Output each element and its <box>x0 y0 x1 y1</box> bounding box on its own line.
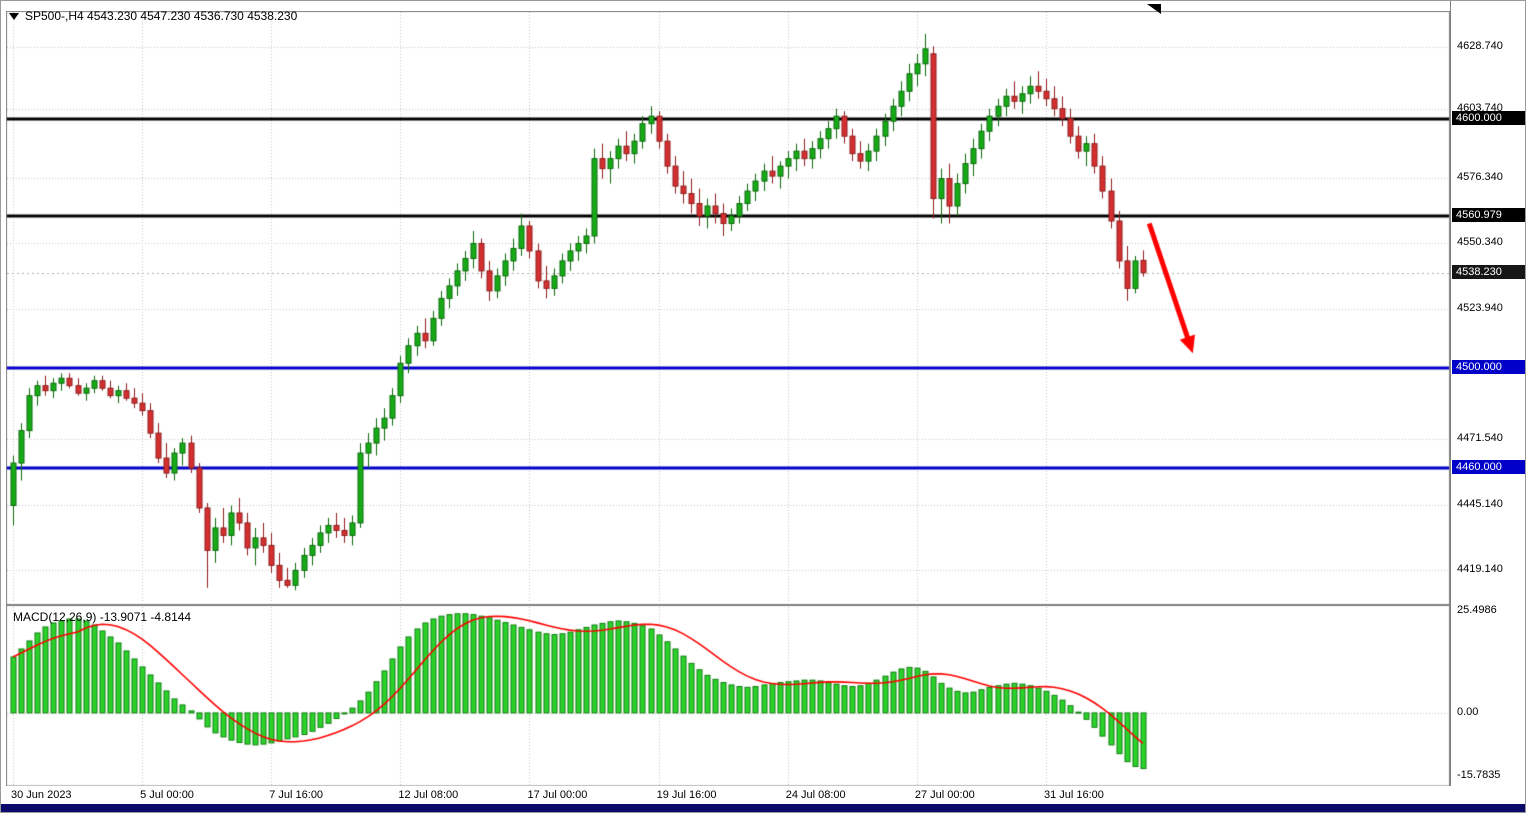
time-axis[interactable]: 30 Jun 2023 5 Jul 00:00 7 Jul 16:00 12 Jul … <box>6 789 1450 805</box>
macd-scale-label: -15.7835 <box>1457 769 1501 781</box>
price-axis[interactable]: 4628.740 4603.740 4576.340 4550.340 4523.940… <box>1450 1 1525 786</box>
chart-title-text: SP500-,H4 4543.230 4547.230 4536.730 453… <box>25 9 298 23</box>
symbol-marker-icon <box>9 12 19 20</box>
price-tick-label: 4419.140 <box>1457 563 1503 575</box>
chart-title: SP500-,H4 4543.230 4547.230 4536.730 453… <box>9 9 297 23</box>
price-line-label: 4560.979 <box>1452 208 1525 223</box>
price-tick-label: 4550.340 <box>1457 235 1503 248</box>
time-tick-label: 27 Jul 00:00 <box>914 789 975 801</box>
time-tick-label: 5 Jul 00:00 <box>140 789 194 801</box>
price-tick-label: 4523.940 <box>1457 301 1503 314</box>
price-tick-label: 4445.140 <box>1457 498 1503 511</box>
time-tick-label: 19 Jul 16:00 <box>656 789 717 801</box>
time-tick-label: 24 Jul 08:00 <box>785 789 846 801</box>
macd-indicator-label: MACD(12,26,9) -13.9071 -4.8144 <box>13 610 192 624</box>
price-line-label: 4538.230 <box>1452 264 1525 279</box>
price-tick-label: 4628.740 <box>1457 40 1503 52</box>
macd-scale-label: 25.4986 <box>1457 604 1497 616</box>
autoscroll-marker-icon <box>1147 4 1161 14</box>
time-tick-label: 12 Jul 08:00 <box>398 789 459 801</box>
price-chart-canvas[interactable] <box>6 11 1450 786</box>
time-tick-label: 31 Jul 16:00 <box>1043 789 1104 801</box>
bottom-bar <box>1 804 1525 812</box>
time-tick-label: 7 Jul 16:00 <box>269 789 324 801</box>
time-tick-label: 17 Jul 00:00 <box>527 789 588 801</box>
price-line-label: 4460.000 <box>1452 460 1525 475</box>
price-tick-label: 4471.540 <box>1457 432 1503 445</box>
macd-scale-label: 0.00 <box>1457 705 1479 718</box>
time-tick-label: 30 Jun 2023 <box>11 789 72 801</box>
price-line-label: 4600.000 <box>1452 110 1525 125</box>
price-line-label: 4500.000 <box>1452 360 1525 375</box>
price-tick-label: 4576.340 <box>1457 170 1503 183</box>
